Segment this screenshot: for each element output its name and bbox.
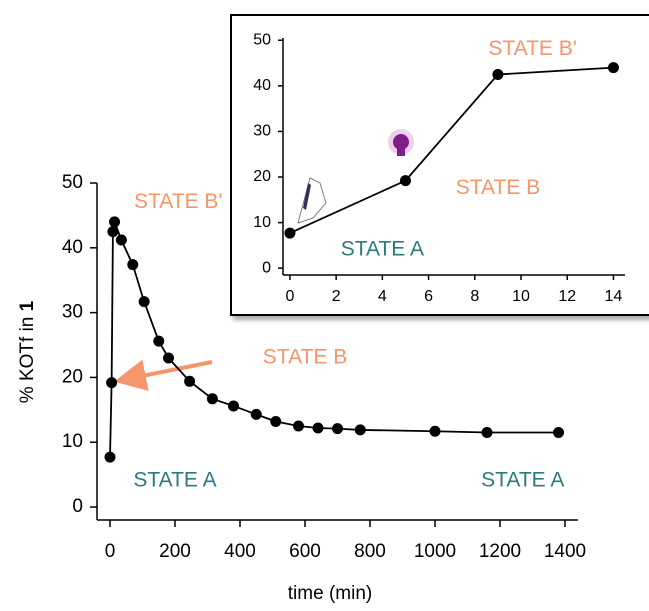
lightbulb-icon	[388, 129, 414, 156]
inset-box	[230, 14, 649, 316]
flask-icon	[297, 177, 327, 224]
data-point	[206, 393, 218, 405]
data-point	[354, 424, 366, 436]
x-tick-label: 2	[332, 288, 341, 305]
data-point	[312, 422, 324, 434]
x-tick-label: 0	[285, 288, 294, 305]
x-tick-label: 14	[605, 288, 623, 305]
x-tick-label: 400	[224, 541, 256, 562]
data-point	[107, 226, 119, 238]
x-tick-label: 6	[424, 288, 433, 305]
annotation: STATE B'	[134, 190, 222, 213]
data-point	[492, 68, 504, 80]
data-point	[250, 408, 262, 420]
data-point	[332, 423, 343, 435]
arrow	[114, 359, 213, 391]
y-tick-label: 50	[253, 31, 271, 48]
x-axis-label: time (min)	[288, 583, 372, 604]
x-tick-label: 12	[558, 288, 576, 305]
annotation: STATE B	[456, 176, 540, 199]
x-tick-label: 1000	[414, 541, 456, 562]
y-axis-label: % KOTf in 1	[17, 300, 38, 403]
data-point	[104, 451, 116, 463]
data-point	[127, 259, 139, 271]
data-point	[184, 375, 196, 387]
x-tick-label: 10	[512, 288, 530, 305]
x-tick-label: 200	[159, 541, 191, 562]
data-point	[429, 425, 441, 437]
data-point	[399, 175, 411, 187]
x-tick-label: 600	[289, 541, 321, 562]
data-point	[553, 427, 564, 439]
data-point	[106, 377, 118, 389]
annotation: STATE B'	[488, 37, 576, 60]
y-tick-label: 50	[62, 172, 83, 193]
y-tick-label: 30	[253, 123, 271, 140]
data-point	[153, 335, 165, 347]
data-point	[481, 427, 493, 439]
data-point	[293, 420, 304, 432]
data-line	[289, 66, 614, 234]
annotation: STATE B	[263, 346, 347, 369]
y-tick-label: 30	[62, 302, 83, 323]
y-tick-label: 0	[72, 496, 83, 517]
x-tick-label: 4	[378, 288, 387, 305]
annotation: STATE A	[481, 469, 564, 492]
data-point	[109, 216, 121, 228]
x-tick-label: 800	[354, 541, 386, 562]
x-tick-label: 0	[105, 541, 116, 562]
x-tick-label: 1400	[544, 541, 586, 562]
y-tick-label: 40	[62, 237, 83, 258]
data-point	[138, 296, 150, 308]
y-tick-label: 10	[253, 214, 271, 231]
annotation: STATE A	[133, 469, 216, 492]
data-point	[284, 227, 296, 239]
y-tick-label: 20	[253, 168, 271, 185]
x-tick-label: 8	[470, 288, 479, 305]
y-tick-label: 20	[62, 366, 83, 387]
y-axis-label-text: % KOTf in	[17, 317, 38, 404]
y-axis-label-compound: 1	[17, 300, 38, 311]
data-point	[115, 234, 127, 246]
data-point	[228, 400, 239, 412]
data-point	[270, 415, 282, 427]
data-point	[607, 62, 619, 74]
y-tick-label: 40	[253, 77, 271, 94]
annotation: STATE A	[341, 237, 424, 260]
y-tick-label: 0	[262, 259, 271, 276]
data-point	[163, 352, 174, 364]
y-tick-label: 10	[62, 431, 83, 452]
x-tick-label: 1200	[479, 541, 521, 562]
